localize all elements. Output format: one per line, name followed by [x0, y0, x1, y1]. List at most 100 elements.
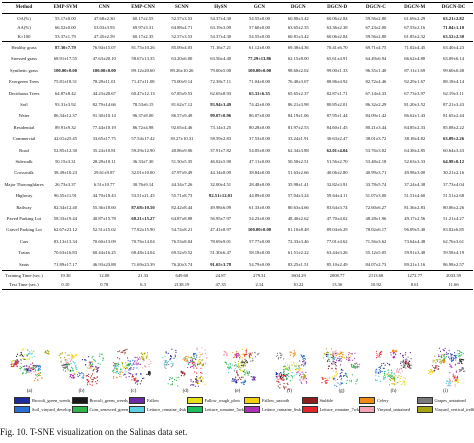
scatter-point [303, 355, 306, 357]
scatter-point [351, 353, 353, 355]
scatter-point [117, 357, 119, 359]
scatter-point [191, 362, 193, 364]
row-label: Commercial [12, 136, 36, 142]
scatter-point [14, 363, 16, 365]
scatter-point [20, 352, 22, 354]
scatter-point [335, 351, 337, 353]
scatter-point [12, 364, 14, 366]
scatter-point [379, 370, 381, 372]
scatter-point [170, 358, 173, 360]
scatter-point [193, 353, 195, 355]
scatter-point [115, 367, 117, 369]
scatter-point [331, 354, 333, 356]
scatter-point [449, 372, 451, 374]
table-cell: 40.06±2.80 [326, 170, 348, 176]
scatter-point [294, 365, 296, 367]
scatter-point [341, 382, 343, 384]
scatter-point [23, 358, 25, 360]
scatter-point [70, 373, 72, 375]
scatter-point [410, 364, 412, 366]
scatter-point [16, 353, 19, 355]
scatter-point [462, 359, 464, 361]
table-cell: 81.10±8.48 [287, 227, 309, 233]
table-cell: 71.47±11.08 [131, 79, 155, 85]
scatter-point [358, 366, 360, 368]
scatter-point [223, 353, 225, 355]
scatter-point [400, 372, 402, 374]
scatter-point [237, 374, 239, 376]
scatter-point [26, 367, 28, 370]
scatter-point [10, 365, 12, 368]
legend-label: Fallow_smooth [262, 397, 290, 403]
scatter-point [280, 357, 282, 359]
table-cell: 2033.39 [434, 269, 473, 280]
legend-item: Vinyard_untrained [359, 405, 410, 413]
scatter-point [339, 359, 341, 361]
scatter-point [330, 354, 332, 356]
scatter-point [199, 361, 201, 363]
table-cell: 96.09±5.40 [404, 227, 426, 233]
scatter-point [243, 370, 245, 372]
table-cell: 89.04±6.29 [326, 227, 348, 233]
scatter-point [122, 371, 124, 373]
scatter-point [73, 356, 75, 358]
scatter-point [459, 360, 461, 362]
scatter-point [375, 375, 377, 377]
scatter-point [233, 380, 235, 382]
scatter-point [227, 364, 229, 366]
scatter-point [298, 365, 300, 367]
scatter-point [384, 376, 386, 378]
scatter-point [174, 379, 176, 381]
scatter-point [439, 359, 441, 361]
scatter-point [81, 377, 83, 379]
table-cell: 56.95±7.97 [210, 215, 232, 221]
scatter-point [450, 364, 452, 367]
scatter-point [230, 367, 232, 369]
scatter-point [300, 354, 302, 356]
scatter-point [454, 352, 456, 354]
scatter-point [180, 375, 182, 377]
scatter-point [92, 366, 94, 368]
scatter-point [196, 356, 198, 358]
scatter-point [32, 362, 34, 364]
scatter-point [336, 352, 338, 354]
scatter-point [250, 354, 252, 356]
scatter-point [169, 378, 171, 381]
scatter-point [336, 359, 338, 361]
scatter-point [455, 380, 457, 383]
scatter-point [244, 380, 246, 382]
scatter-point [379, 353, 381, 355]
scatter-point [300, 376, 303, 379]
table-cell: 64.87±8.88 [171, 215, 193, 221]
scatter-point [198, 364, 200, 366]
scatter-point [446, 353, 448, 355]
scatter-point [457, 375, 459, 377]
scatter-point [173, 357, 175, 359]
table-cell: 63.09±2.26 [443, 136, 465, 142]
table-cell: 51.51±2.68 [443, 193, 465, 199]
scatter-point [238, 363, 240, 365]
scatter-point [390, 369, 393, 371]
scatter-point [341, 356, 343, 358]
scatter-point [195, 353, 197, 355]
table-cell: 32.82±3.91 [326, 181, 348, 187]
scatter-point [400, 376, 402, 378]
scatter-point [40, 377, 43, 379]
scatter-point [88, 364, 90, 366]
scatter-point [443, 361, 445, 363]
scatter-point [401, 370, 403, 372]
table-cell: 71.02±4.45 [395, 41, 435, 54]
scatter-point [407, 364, 409, 366]
scatter-point [29, 356, 31, 358]
table-cell: 0.78 [84, 279, 124, 290]
scatter-point [391, 371, 393, 374]
scatter-point [394, 384, 396, 386]
table-cell: 84.60±1.45 [326, 124, 348, 130]
scatter-point [295, 373, 297, 375]
table-cell: 57.04±3.24 [287, 193, 309, 199]
scatter-point [376, 354, 378, 356]
scatter-point [286, 368, 288, 370]
table-cell: 76.53±8.04 [171, 238, 193, 244]
scatter-point [11, 360, 13, 363]
scatter-point [48, 351, 50, 353]
